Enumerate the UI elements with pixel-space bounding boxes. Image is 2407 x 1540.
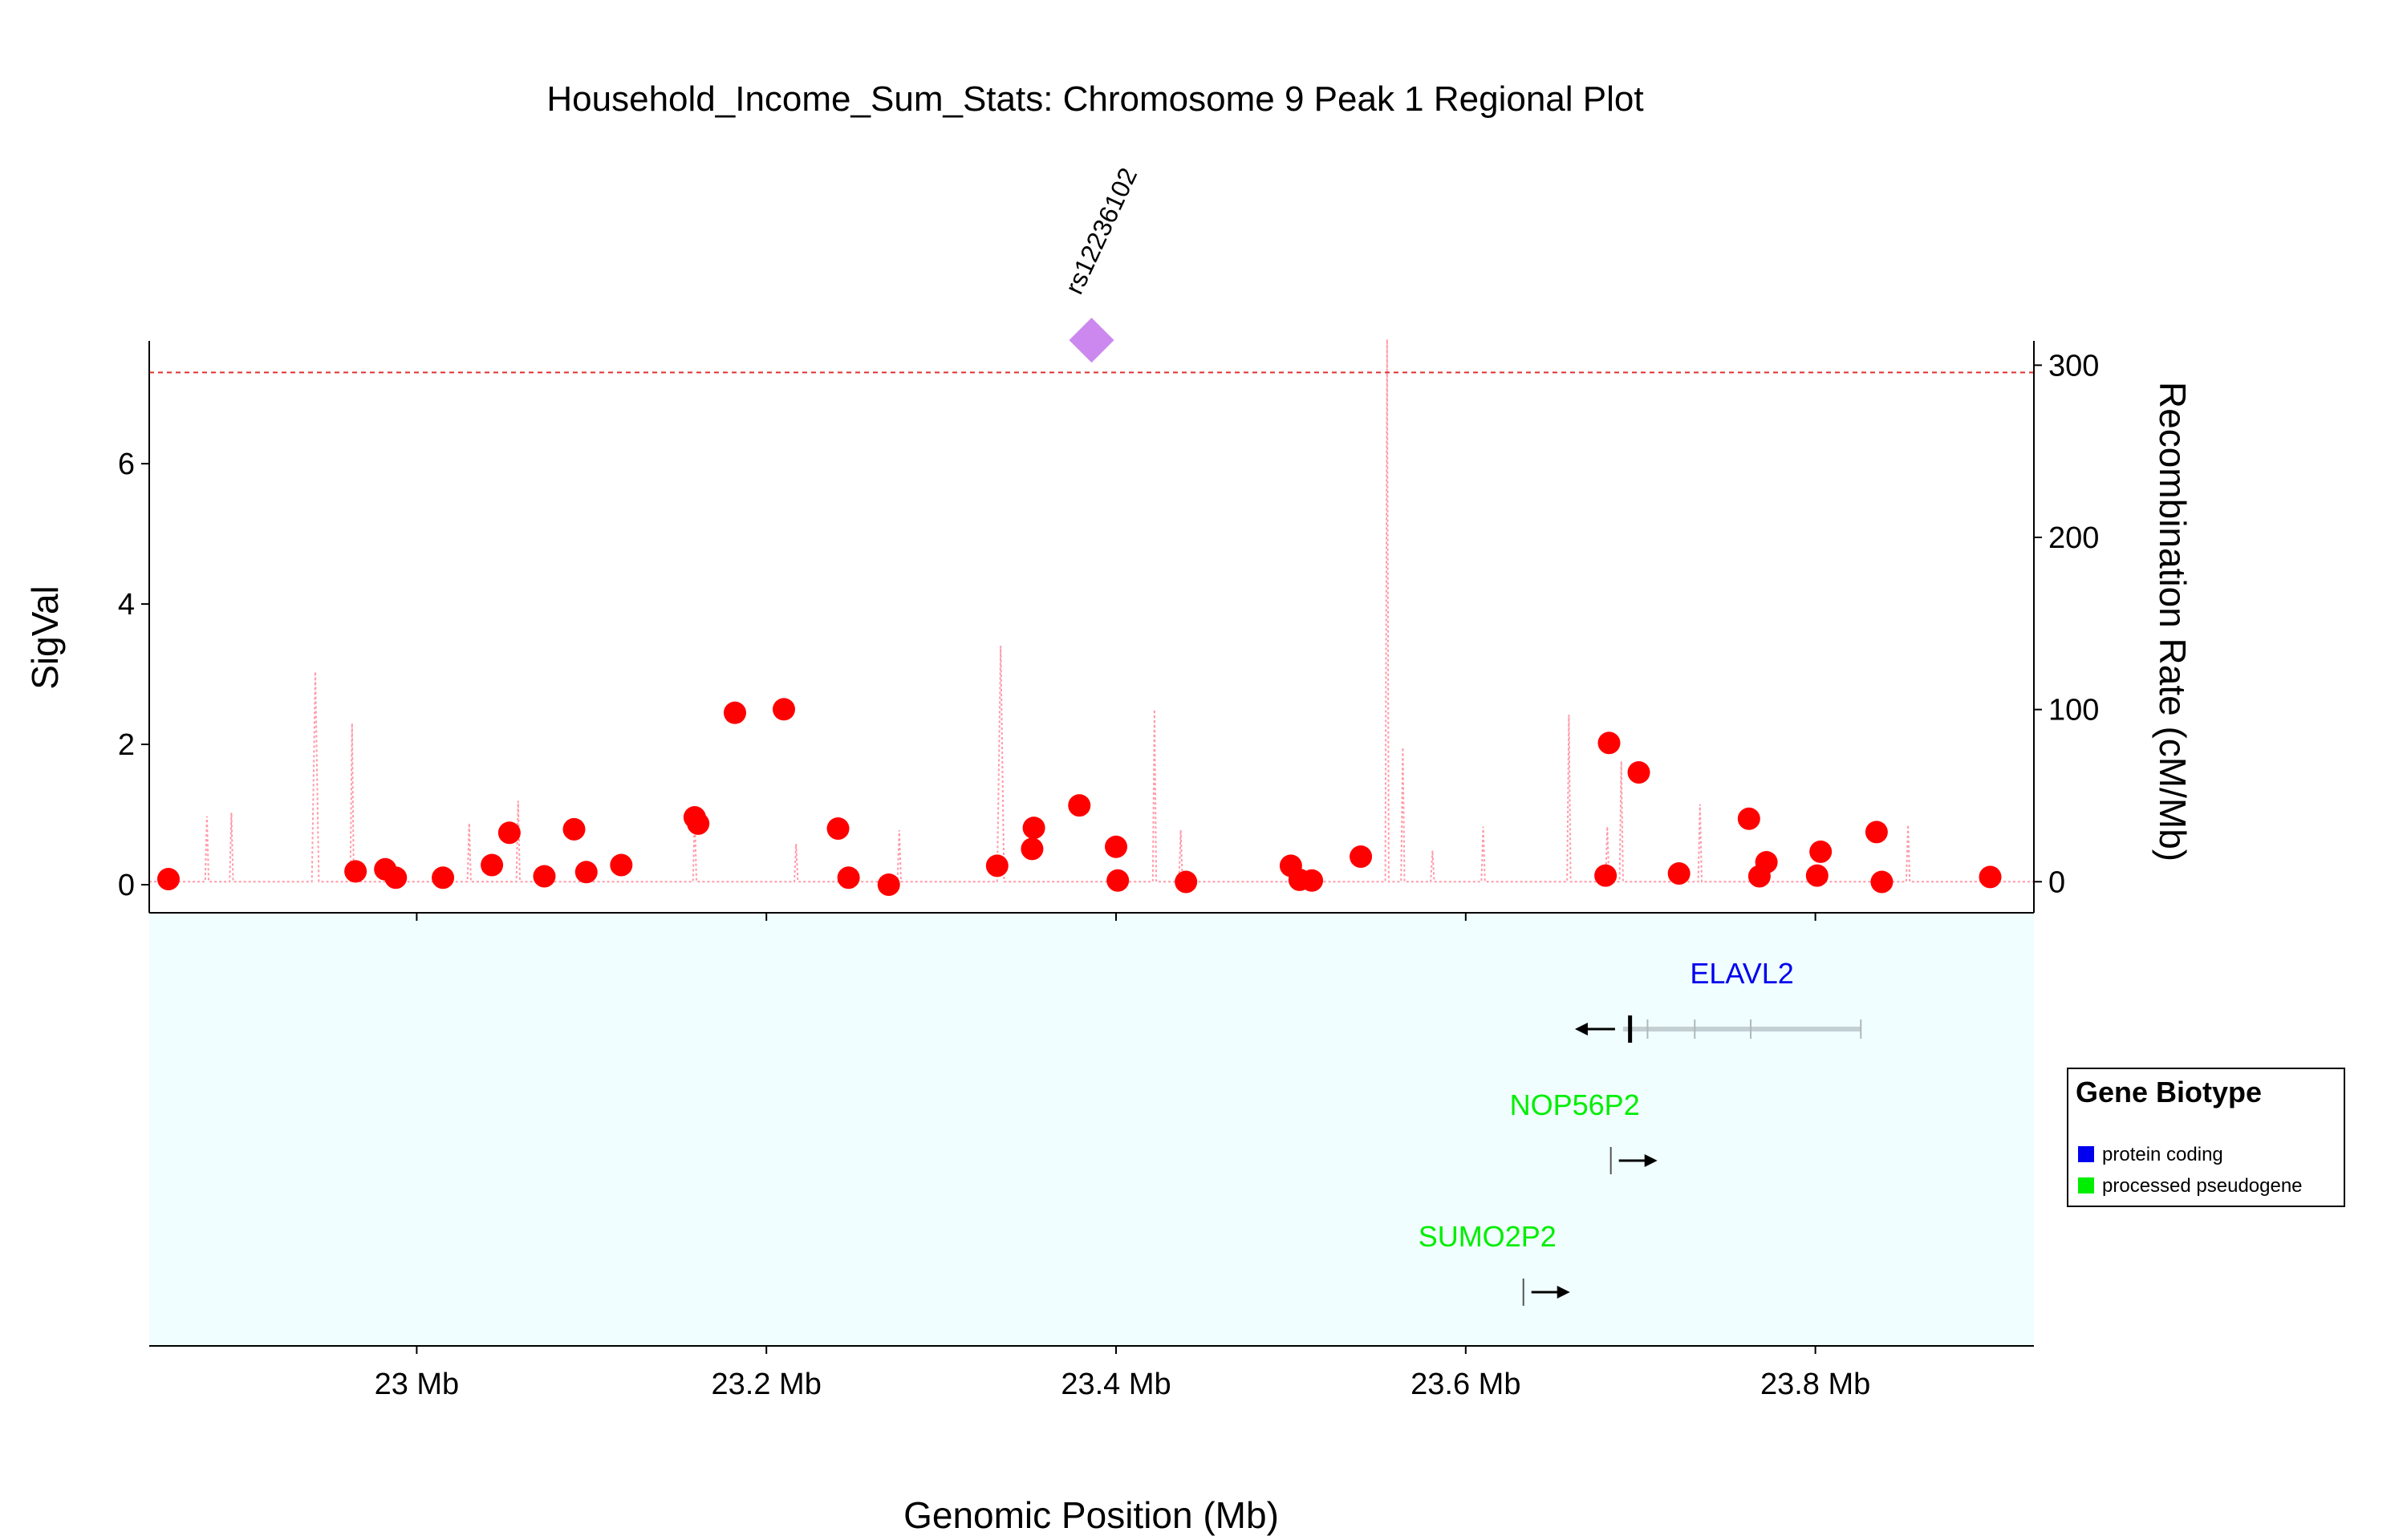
gene-track: ELAVL2 NOP56P2 SUMO2P2 — [1419, 957, 1862, 1306]
y-tick-label: 6 — [118, 448, 135, 481]
x-axis-label: Genomic Position (Mb) — [903, 1494, 1279, 1536]
y2-tick-label: 300 — [2048, 349, 2099, 383]
y2-tick-label: 100 — [2048, 694, 2099, 727]
y2-axis-ticks: 0 100 200 300 — [2034, 349, 2099, 899]
snp-point — [610, 853, 633, 877]
snp-point — [1805, 864, 1829, 887]
gene-label: NOP56P2 — [1510, 1088, 1640, 1121]
snp-point — [1021, 837, 1044, 861]
legend-label-protein-coding: protein coding — [2102, 1144, 2223, 1165]
snp-point — [1667, 862, 1691, 886]
lead-snp: rs12236102 — [1059, 164, 1143, 363]
snp-point — [481, 853, 504, 877]
snp-point — [562, 817, 586, 841]
legend-label-processed-pseudogene: processed pseudogene — [2102, 1175, 2303, 1197]
snp-point — [533, 865, 556, 888]
snp-point — [1301, 869, 1324, 892]
legend-title: Gene Biotype — [2076, 1076, 2262, 1108]
y-tick-label: 4 — [118, 588, 135, 622]
gene-sumo2p2: SUMO2P2 — [1419, 1220, 1570, 1306]
snp-point — [1597, 732, 1621, 755]
gene-track-panel — [149, 913, 2034, 1346]
snp-point — [384, 866, 408, 890]
y2-axis-label: Recombination Rate (cM/Mb) — [2152, 382, 2194, 861]
snp-point — [772, 698, 795, 721]
snp-points — [156, 698, 2002, 897]
snp-point — [1105, 835, 1128, 858]
snp-point — [1627, 761, 1650, 784]
lead-snp-label: rs12236102 — [1059, 164, 1143, 298]
recombination-path — [149, 339, 2034, 883]
y2-tick-label: 0 — [2048, 865, 2065, 899]
legend-box — [2067, 1068, 2345, 1207]
legend: Gene Biotype protein coding processed ps… — [2067, 1068, 2345, 1207]
strand-arrowhead — [1574, 1023, 1588, 1035]
snp-point — [877, 873, 900, 897]
y-axis-ticks: 0 2 4 6 — [118, 448, 149, 902]
y2-tick-label: 200 — [2048, 521, 2099, 555]
legend-swatch-protein-coding — [2078, 1146, 2094, 1162]
snp-point — [1809, 840, 1833, 863]
snp-point — [1022, 817, 1045, 840]
y-tick-label: 2 — [118, 728, 135, 762]
lead-snp-marker — [1069, 318, 1114, 363]
snp-point — [344, 860, 367, 883]
snp-point — [1106, 869, 1130, 892]
gene-label: SUMO2P2 — [1419, 1220, 1557, 1253]
gene-label: ELAVL2 — [1690, 957, 1793, 990]
snp-point — [1870, 870, 1894, 894]
strand-arrowhead — [1644, 1154, 1658, 1167]
y-tick-label: 0 — [118, 869, 135, 902]
strand-arrowhead — [1557, 1286, 1570, 1299]
snp-point — [497, 821, 521, 845]
gene-elavl2: ELAVL2 — [1574, 957, 1862, 1043]
chart-title: Household_Income_Sum_Stats: Chromosome 9… — [546, 79, 1643, 119]
x-tick-label: 23.4 Mb — [1061, 1368, 1171, 1401]
snp-point — [837, 866, 860, 890]
snp-point — [1350, 845, 1373, 869]
x-tick-label: 23.8 Mb — [1760, 1368, 1870, 1401]
snp-point — [156, 868, 180, 891]
y-axis-label: SigVal — [24, 586, 66, 690]
recombination-rate-line — [149, 339, 2034, 883]
x-tick-label: 23.2 Mb — [712, 1368, 822, 1401]
gene-nop56p2: NOP56P2 — [1510, 1088, 1658, 1174]
x-tick-label: 23.6 Mb — [1411, 1368, 1520, 1401]
snp-point — [1979, 865, 2002, 889]
snp-point — [1737, 807, 1760, 830]
snp-point — [1068, 794, 1091, 817]
snp-point — [826, 817, 850, 841]
snp-point — [1594, 864, 1618, 887]
snp-point — [574, 861, 598, 884]
snp-point — [1755, 851, 1778, 874]
snp-point — [1175, 870, 1198, 894]
x-tick-label: 23 Mb — [375, 1368, 460, 1401]
snp-point — [1865, 821, 1888, 844]
snp-point — [432, 866, 455, 890]
x-axis-ticks: 23 Mb 23.2 Mb 23.4 Mb 23.6 Mb 23.8 Mb — [375, 913, 1870, 1401]
legend-swatch-processed-pseudogene — [2078, 1177, 2094, 1194]
snp-point — [687, 812, 710, 835]
snp-point — [985, 854, 1009, 877]
snp-point — [723, 701, 746, 724]
